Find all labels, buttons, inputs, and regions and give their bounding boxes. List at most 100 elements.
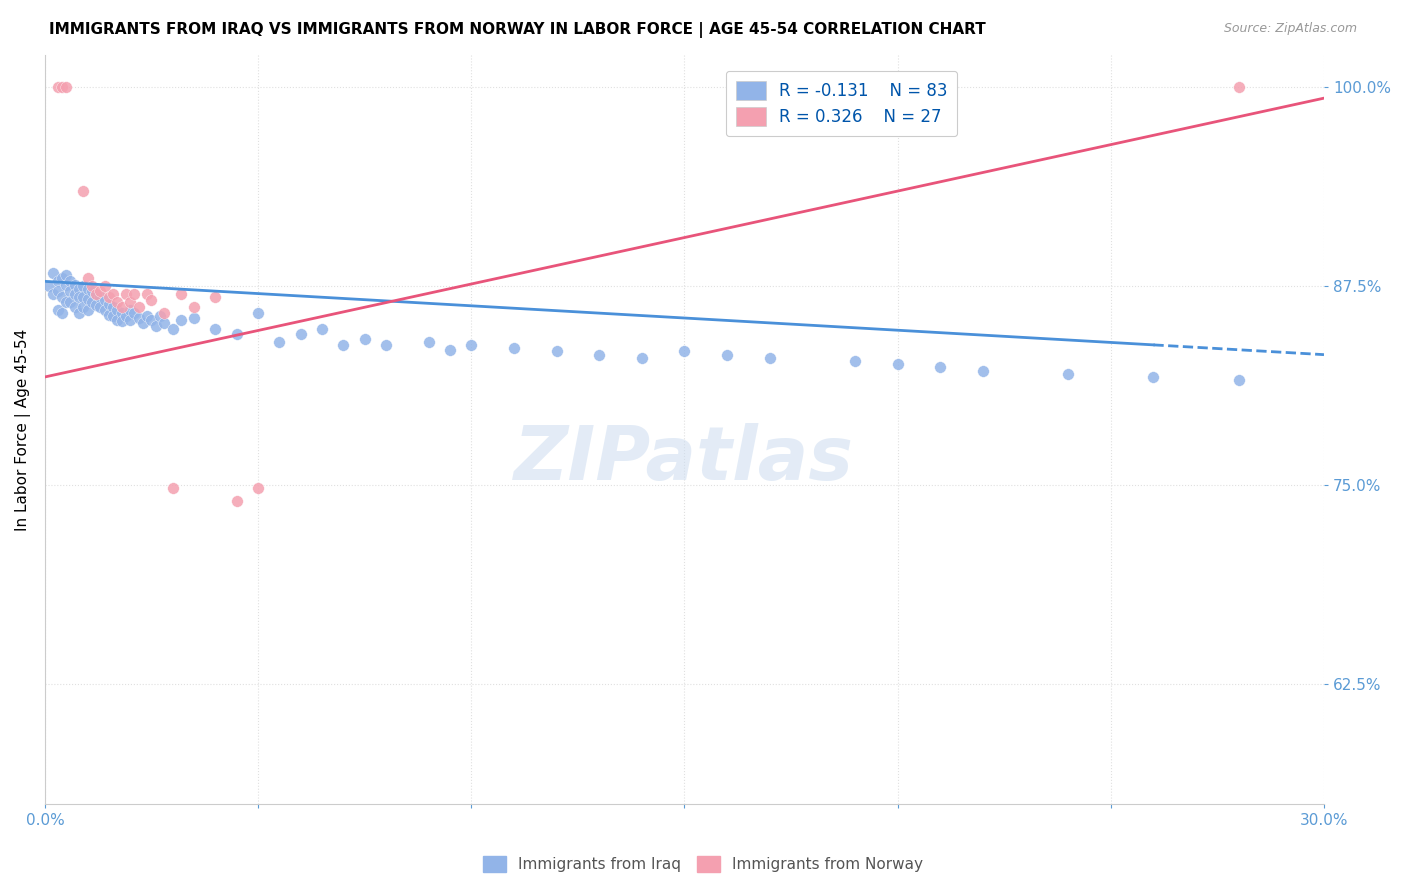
Point — [460, 338, 482, 352]
Text: Source: ZipAtlas.com: Source: ZipAtlas.com — [1223, 22, 1357, 36]
Point — [170, 312, 193, 326]
Point — [101, 287, 124, 301]
Point — [55, 277, 77, 292]
Point — [673, 344, 696, 359]
Point — [758, 351, 780, 365]
Point — [844, 354, 866, 368]
Point — [153, 316, 176, 330]
Point — [55, 295, 77, 310]
Point — [63, 277, 86, 292]
Point — [59, 284, 82, 298]
Point — [46, 80, 69, 95]
Point — [588, 348, 610, 362]
Point — [51, 306, 73, 320]
Point — [247, 306, 270, 320]
Point — [67, 290, 90, 304]
Point — [332, 338, 354, 352]
Y-axis label: In Labor Force | Age 45-54: In Labor Force | Age 45-54 — [15, 328, 31, 531]
Point — [72, 279, 94, 293]
Point — [716, 348, 738, 362]
Point — [63, 300, 86, 314]
Point — [105, 295, 128, 310]
Point — [67, 306, 90, 320]
Point — [93, 293, 115, 308]
Point — [97, 308, 120, 322]
Point — [153, 306, 176, 320]
Point — [84, 298, 107, 312]
Point — [1057, 367, 1080, 381]
Point — [183, 300, 205, 314]
Point — [59, 295, 82, 310]
Point — [101, 300, 124, 314]
Point — [72, 290, 94, 304]
Point — [141, 293, 163, 308]
Point — [1227, 80, 1250, 95]
Point — [115, 310, 138, 324]
Point — [120, 312, 142, 326]
Point — [115, 287, 138, 301]
Point — [128, 300, 150, 314]
Point — [97, 296, 120, 310]
Text: ZIPatlas: ZIPatlas — [515, 423, 855, 496]
Point — [93, 303, 115, 318]
Point — [311, 322, 333, 336]
Point — [51, 80, 73, 95]
Point — [418, 334, 440, 349]
Point — [1142, 370, 1164, 384]
Point — [46, 303, 69, 318]
Point — [630, 351, 652, 365]
Point — [111, 300, 134, 314]
Point — [124, 287, 146, 301]
Point — [59, 274, 82, 288]
Point — [101, 310, 124, 324]
Point — [76, 292, 98, 306]
Point — [353, 332, 375, 346]
Point — [67, 282, 90, 296]
Point — [80, 279, 103, 293]
Point — [80, 295, 103, 310]
Point — [111, 314, 134, 328]
Point — [120, 303, 142, 318]
Point — [183, 311, 205, 326]
Point — [72, 300, 94, 314]
Point — [225, 326, 247, 341]
Point — [132, 316, 155, 330]
Point — [1227, 373, 1250, 387]
Point — [55, 80, 77, 95]
Point — [972, 363, 994, 377]
Text: IMMIGRANTS FROM IRAQ VS IMMIGRANTS FROM NORWAY IN LABOR FORCE | AGE 45-54 CORREL: IMMIGRANTS FROM IRAQ VS IMMIGRANTS FROM … — [49, 22, 986, 38]
Point — [105, 303, 128, 318]
Point — [38, 279, 60, 293]
Point — [46, 284, 69, 298]
Point — [141, 312, 163, 326]
Point — [55, 268, 77, 282]
Point — [76, 303, 98, 318]
Point — [42, 267, 65, 281]
Point — [89, 284, 111, 298]
Point — [128, 311, 150, 326]
Legend: Immigrants from Iraq, Immigrants from Norway: Immigrants from Iraq, Immigrants from No… — [475, 848, 931, 880]
Point — [120, 295, 142, 310]
Point — [105, 312, 128, 326]
Point — [136, 287, 159, 301]
Point — [84, 287, 107, 301]
Point — [51, 290, 73, 304]
Point — [89, 300, 111, 314]
Point — [51, 271, 73, 285]
Point — [204, 290, 226, 304]
Point — [42, 287, 65, 301]
Point — [80, 284, 103, 298]
Point — [204, 322, 226, 336]
Point — [89, 290, 111, 304]
Point — [93, 279, 115, 293]
Point — [145, 318, 167, 333]
Point — [546, 344, 568, 359]
Point — [97, 290, 120, 304]
Point — [124, 306, 146, 320]
Point — [929, 360, 952, 375]
Point — [136, 310, 159, 324]
Point — [375, 338, 398, 352]
Point — [63, 287, 86, 301]
Point — [46, 274, 69, 288]
Point — [225, 494, 247, 508]
